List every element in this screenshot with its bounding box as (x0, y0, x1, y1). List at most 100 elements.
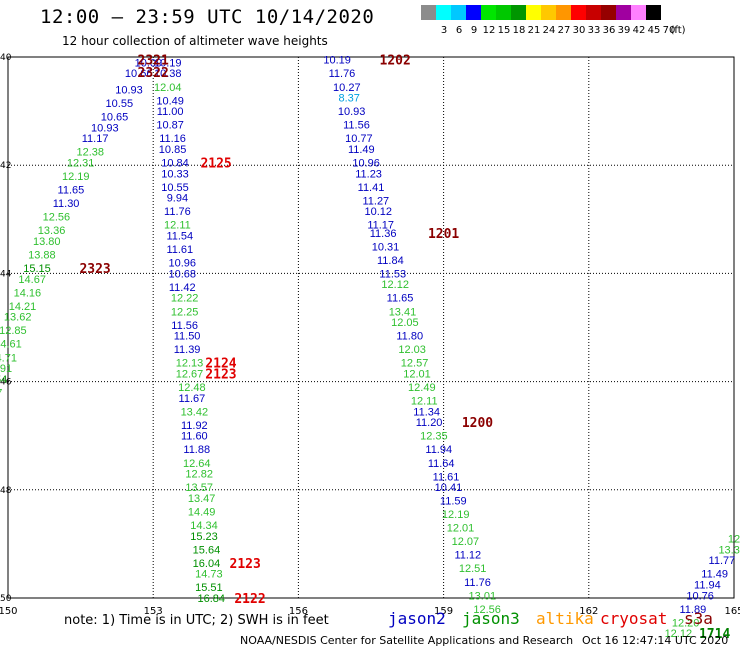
wave-height-value: 12.49 (408, 382, 436, 394)
wave-height-value: 11.67 (179, 393, 206, 405)
wave-height-value: 10.93 (115, 84, 143, 96)
wave-height-value: 10.19 (154, 57, 182, 69)
wave-height-value: 10.12 (364, 206, 392, 218)
color-swatch (586, 5, 601, 20)
color-scale-label: 6 (455, 25, 463, 36)
wave-height-value: 11.42 (169, 282, 196, 294)
color-scale-label: 33 (587, 25, 601, 36)
wave-height-value: 12.35 (420, 431, 448, 443)
wave-height-value: 11.56 (171, 320, 198, 332)
color-swatch (541, 5, 556, 20)
wave-height-value: 10.09 (135, 57, 163, 69)
wave-height-value: 14.73 (195, 569, 223, 581)
x-tick-label: 156 (289, 606, 308, 617)
color-scale-label: 70 (662, 25, 676, 36)
wave-height-value: 10.87 (156, 120, 184, 132)
pass-label: 2122 (234, 592, 265, 607)
legend-item-s3a: s3a (684, 609, 713, 628)
wave-height-value: 10.66 (125, 68, 153, 80)
color-scale-label: 39 (617, 25, 631, 36)
credit-text: NOAA/NESDIS Center for Satellite Applica… (240, 634, 574, 647)
wave-height-value: 13.88 (28, 249, 56, 261)
wave-height-value: 11.17 (82, 133, 109, 145)
y-tick-label: 48 (0, 486, 12, 496)
color-scale-label: 45 (647, 25, 661, 36)
x-tick-label: 162 (579, 606, 598, 617)
wave-height-value: 14.21 (9, 301, 37, 313)
wave-height-value: 11.12 (454, 550, 481, 562)
wave-height-value: 12.48 (178, 382, 206, 394)
wave-height-value: 11.59 (440, 496, 467, 508)
wave-height-value: 10.49 (156, 95, 184, 107)
wave-height-value: 11.53 (379, 268, 406, 280)
wave-height-value: 10.65 (101, 112, 129, 124)
color-swatch (511, 5, 526, 20)
x-tick-label: 153 (144, 606, 163, 617)
legend-item-cryosat: cryosat (600, 609, 668, 628)
chart-subtitle: 12 hour collection of altimeter wave hei… (62, 34, 328, 48)
wave-height-value: 13.41 (389, 306, 417, 318)
wave-height-value: 11.39 (174, 344, 201, 356)
wave-height-value: 11.84 (377, 255, 404, 267)
color-scale-label: 12 (482, 25, 496, 36)
wave-height-value: 12.85 (0, 325, 27, 337)
wave-height-value: 12.01 (447, 523, 475, 535)
pass-label: 2123 (205, 367, 236, 382)
wave-height-value: 8.37 (339, 93, 360, 105)
wave-height-value: 12.01 (403, 368, 431, 380)
color-swatch (631, 5, 646, 20)
wave-height-value: 11.89 (680, 604, 707, 616)
x-tick-label: 159 (434, 606, 453, 617)
wave-height-value: 15.23 (190, 531, 218, 543)
wave-height-value: 12.19 (442, 509, 470, 521)
wave-height-value: 14.61 (0, 339, 22, 351)
wave-height-value: 15.15 (23, 263, 51, 275)
legend-item-jason3: jason3 (462, 609, 520, 628)
y-tick-label: 46 (0, 378, 12, 388)
wave-height-value: 11.94 (694, 579, 721, 591)
legend-item-jason2: jason2 (388, 609, 446, 628)
wave-height-value: 16.84 (198, 593, 226, 605)
color-swatch (616, 5, 631, 20)
wave-height-value: 11.17 (367, 220, 394, 232)
wave-height-value: 12.13 (176, 358, 204, 370)
wave-height-value: 12.12 (381, 279, 409, 291)
pass-label: 1714 (699, 627, 730, 642)
wave-height-value: 11.41 (358, 182, 385, 194)
color-swatch (466, 5, 481, 20)
wave-height-value: 12.82 (185, 469, 213, 481)
color-swatch (556, 5, 571, 20)
wave-height-value: 11.16 (159, 133, 186, 145)
wave-height-value: 10.76 (686, 590, 714, 602)
wave-height-value: 10.93 (338, 106, 366, 118)
wave-height-value: 11.80 (396, 331, 423, 343)
wave-height-value: 11.60 (181, 431, 208, 443)
wave-height-value: 10.93 (91, 122, 119, 134)
wave-height-value: 11.76 (464, 577, 491, 589)
wave-height-value: 10.55 (106, 98, 134, 110)
wave-height-value: 12 (728, 533, 740, 545)
wave-height-value: 11.88 (183, 444, 210, 456)
wave-height-value: 10.96 (352, 157, 380, 169)
color-swatch (646, 5, 661, 20)
color-scale-label: 36 (602, 25, 616, 36)
wave-height-value: 10.38 (154, 68, 182, 80)
chart-title: 12:00 – 23:59 UTC 10/14/2020 (40, 6, 375, 28)
color-scale-label: 9 (470, 25, 478, 36)
wave-height-value: 12.25 (171, 306, 199, 318)
wave-height-value: 12.07 (452, 536, 480, 548)
wave-height-value: 11.36 (370, 228, 397, 240)
wave-height-value: 13.91 (0, 363, 12, 375)
wave-height-value: 12.64 (183, 458, 211, 470)
wave-height-value: 11.64 (428, 458, 455, 470)
color-scale-label: 18 (512, 25, 526, 36)
wave-height-value: 12.38 (77, 147, 105, 159)
wave-height-value: 11.30 (53, 198, 80, 210)
color-swatch (436, 5, 451, 20)
wave-height-value: 13.01 (469, 590, 497, 602)
wave-height-value: 12.20 (672, 617, 700, 629)
wave-height-value: 12.56 (473, 604, 501, 616)
wave-height-value: 11.20 (416, 417, 443, 429)
wave-height-value: 12.11 (164, 220, 191, 232)
